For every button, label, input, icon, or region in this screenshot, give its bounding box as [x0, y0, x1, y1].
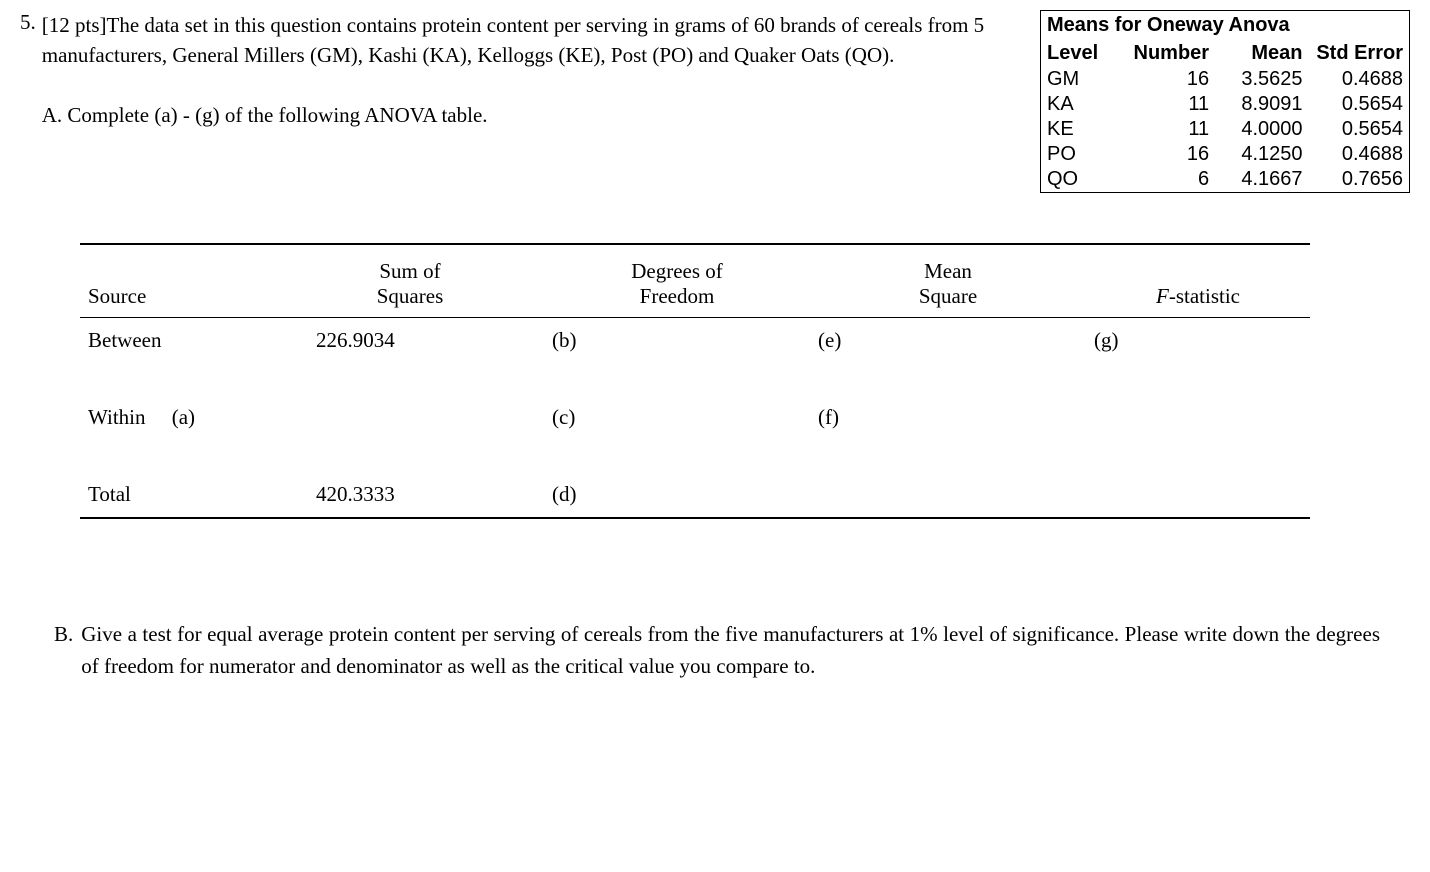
- anova-between-ms: (e): [810, 318, 1086, 396]
- means-cell: PO: [1041, 142, 1118, 167]
- means-cell: 4.1667: [1215, 167, 1308, 193]
- anova-total-f: [1086, 472, 1310, 518]
- anova-hdr-f: F-statistic: [1086, 284, 1310, 318]
- means-cell: 3.5625: [1215, 67, 1308, 92]
- part-a-text: Complete (a) - (g) of the following ANOV…: [67, 103, 487, 127]
- anova-total-ss: 420.3333: [276, 472, 544, 518]
- anova-total-df: (d): [544, 472, 810, 518]
- means-cell: 0.4688: [1309, 142, 1410, 167]
- anova-between-df: (b): [544, 318, 810, 396]
- question-body: [12 pts]The data set in this question co…: [42, 10, 1028, 128]
- anova-hdr-df1: Degrees of: [544, 244, 810, 284]
- means-hdr-number: Number: [1117, 40, 1215, 67]
- anova-total-label: Total: [80, 472, 276, 518]
- part-a-label: A.: [42, 103, 62, 127]
- anova-within-ss: [276, 395, 544, 472]
- means-hdr-se: Std Error: [1309, 40, 1410, 67]
- means-table: Means for Oneway Anova Level Number Mean…: [1040, 10, 1410, 193]
- anova-hdr: [80, 244, 276, 284]
- means-cell: 16: [1117, 142, 1215, 167]
- means-cell: 11: [1117, 92, 1215, 117]
- anova-hdr-ms2: Square: [810, 284, 1086, 318]
- anova-between-f: (g): [1086, 318, 1310, 396]
- anova-between-label: Between: [80, 318, 276, 396]
- part-b-text: Give a test for equal average protein co…: [81, 619, 1380, 682]
- anova-total-ms: [810, 472, 1086, 518]
- means-cell: 0.5654: [1309, 117, 1410, 142]
- anova-hdr-ss2: Squares: [276, 284, 544, 318]
- means-cell: 16: [1117, 67, 1215, 92]
- means-cell: 8.9091: [1215, 92, 1308, 117]
- part-b: B. Give a test for equal average protein…: [20, 619, 1410, 682]
- means-cell: 6: [1117, 167, 1215, 193]
- anova-within-ss-blank: (a): [172, 405, 195, 429]
- means-cell: 0.4688: [1309, 67, 1410, 92]
- anova-table: Sum of Degrees of Mean Source Squares Fr…: [80, 243, 1310, 519]
- means-cell: 4.0000: [1215, 117, 1308, 142]
- question-pts: [12 pts]: [42, 13, 107, 37]
- means-cell: QO: [1041, 167, 1118, 193]
- part-b-label: B.: [54, 619, 73, 682]
- question-header: 5. [12 pts]The data set in this question…: [20, 10, 1410, 193]
- means-cell: KA: [1041, 92, 1118, 117]
- anova-within-label: Within (a): [80, 395, 276, 472]
- anova-between-ss: 226.9034: [276, 318, 544, 396]
- anova-hdr-source: Source: [80, 284, 276, 318]
- means-cell: GM: [1041, 67, 1118, 92]
- means-title: Means for Oneway Anova: [1041, 11, 1410, 41]
- means-cell: 0.5654: [1309, 92, 1410, 117]
- anova-hdr: [1086, 244, 1310, 284]
- question-text-block: 5. [12 pts]The data set in this question…: [20, 10, 1028, 128]
- means-cell: 4.1250: [1215, 142, 1308, 167]
- anova-within-ms: (f): [810, 395, 1086, 472]
- anova-hdr-ss1: Sum of: [276, 244, 544, 284]
- anova-hdr-ms1: Mean: [810, 244, 1086, 284]
- means-cell: 0.7656: [1309, 167, 1410, 193]
- anova-table-wrap: Sum of Degrees of Mean Source Squares Fr…: [80, 243, 1310, 519]
- means-cell: 11: [1117, 117, 1215, 142]
- question-number: 5.: [20, 10, 36, 128]
- means-hdr-level: Level: [1041, 40, 1118, 67]
- question-main-text: The data set in this question contains p…: [42, 13, 984, 67]
- anova-within-f: [1086, 395, 1310, 472]
- means-hdr-mean: Mean: [1215, 40, 1308, 67]
- anova-within-df: (c): [544, 395, 810, 472]
- anova-hdr-df2: Freedom: [544, 284, 810, 318]
- means-cell: KE: [1041, 117, 1118, 142]
